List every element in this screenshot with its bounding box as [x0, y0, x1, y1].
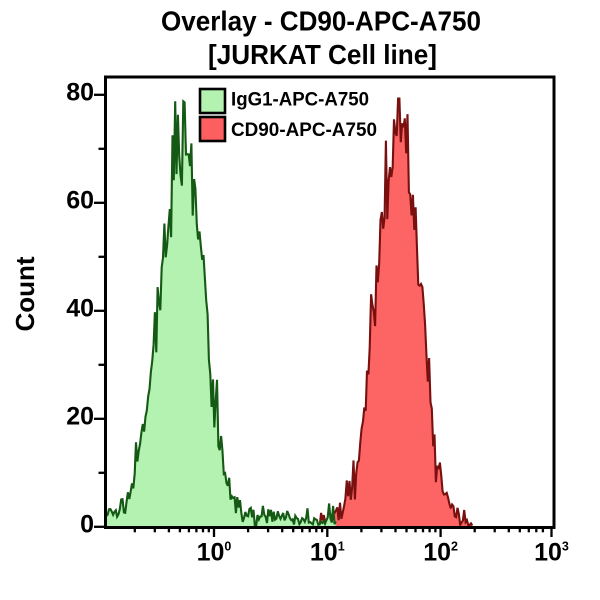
svg-text:40: 40: [66, 295, 94, 323]
svg-text:Count: Count: [10, 256, 40, 331]
svg-text:80: 80: [66, 79, 94, 107]
svg-text:CD90-APC-A750: CD90-APC-A750: [231, 120, 377, 141]
svg-text:Overlay - CD90-APC-A750: Overlay - CD90-APC-A750: [161, 6, 481, 37]
svg-text:0: 0: [80, 511, 94, 539]
svg-text:IgG1-APC-A750: IgG1-APC-A750: [231, 90, 369, 111]
svg-text:102: 102: [423, 539, 458, 567]
svg-text:[JURKAT Cell line]: [JURKAT Cell line]: [208, 39, 437, 70]
svg-text:20: 20: [66, 403, 94, 431]
svg-text:101: 101: [310, 539, 345, 567]
svg-text:103: 103: [534, 539, 569, 567]
svg-text:100: 100: [197, 539, 232, 567]
svg-text:60: 60: [66, 187, 94, 215]
